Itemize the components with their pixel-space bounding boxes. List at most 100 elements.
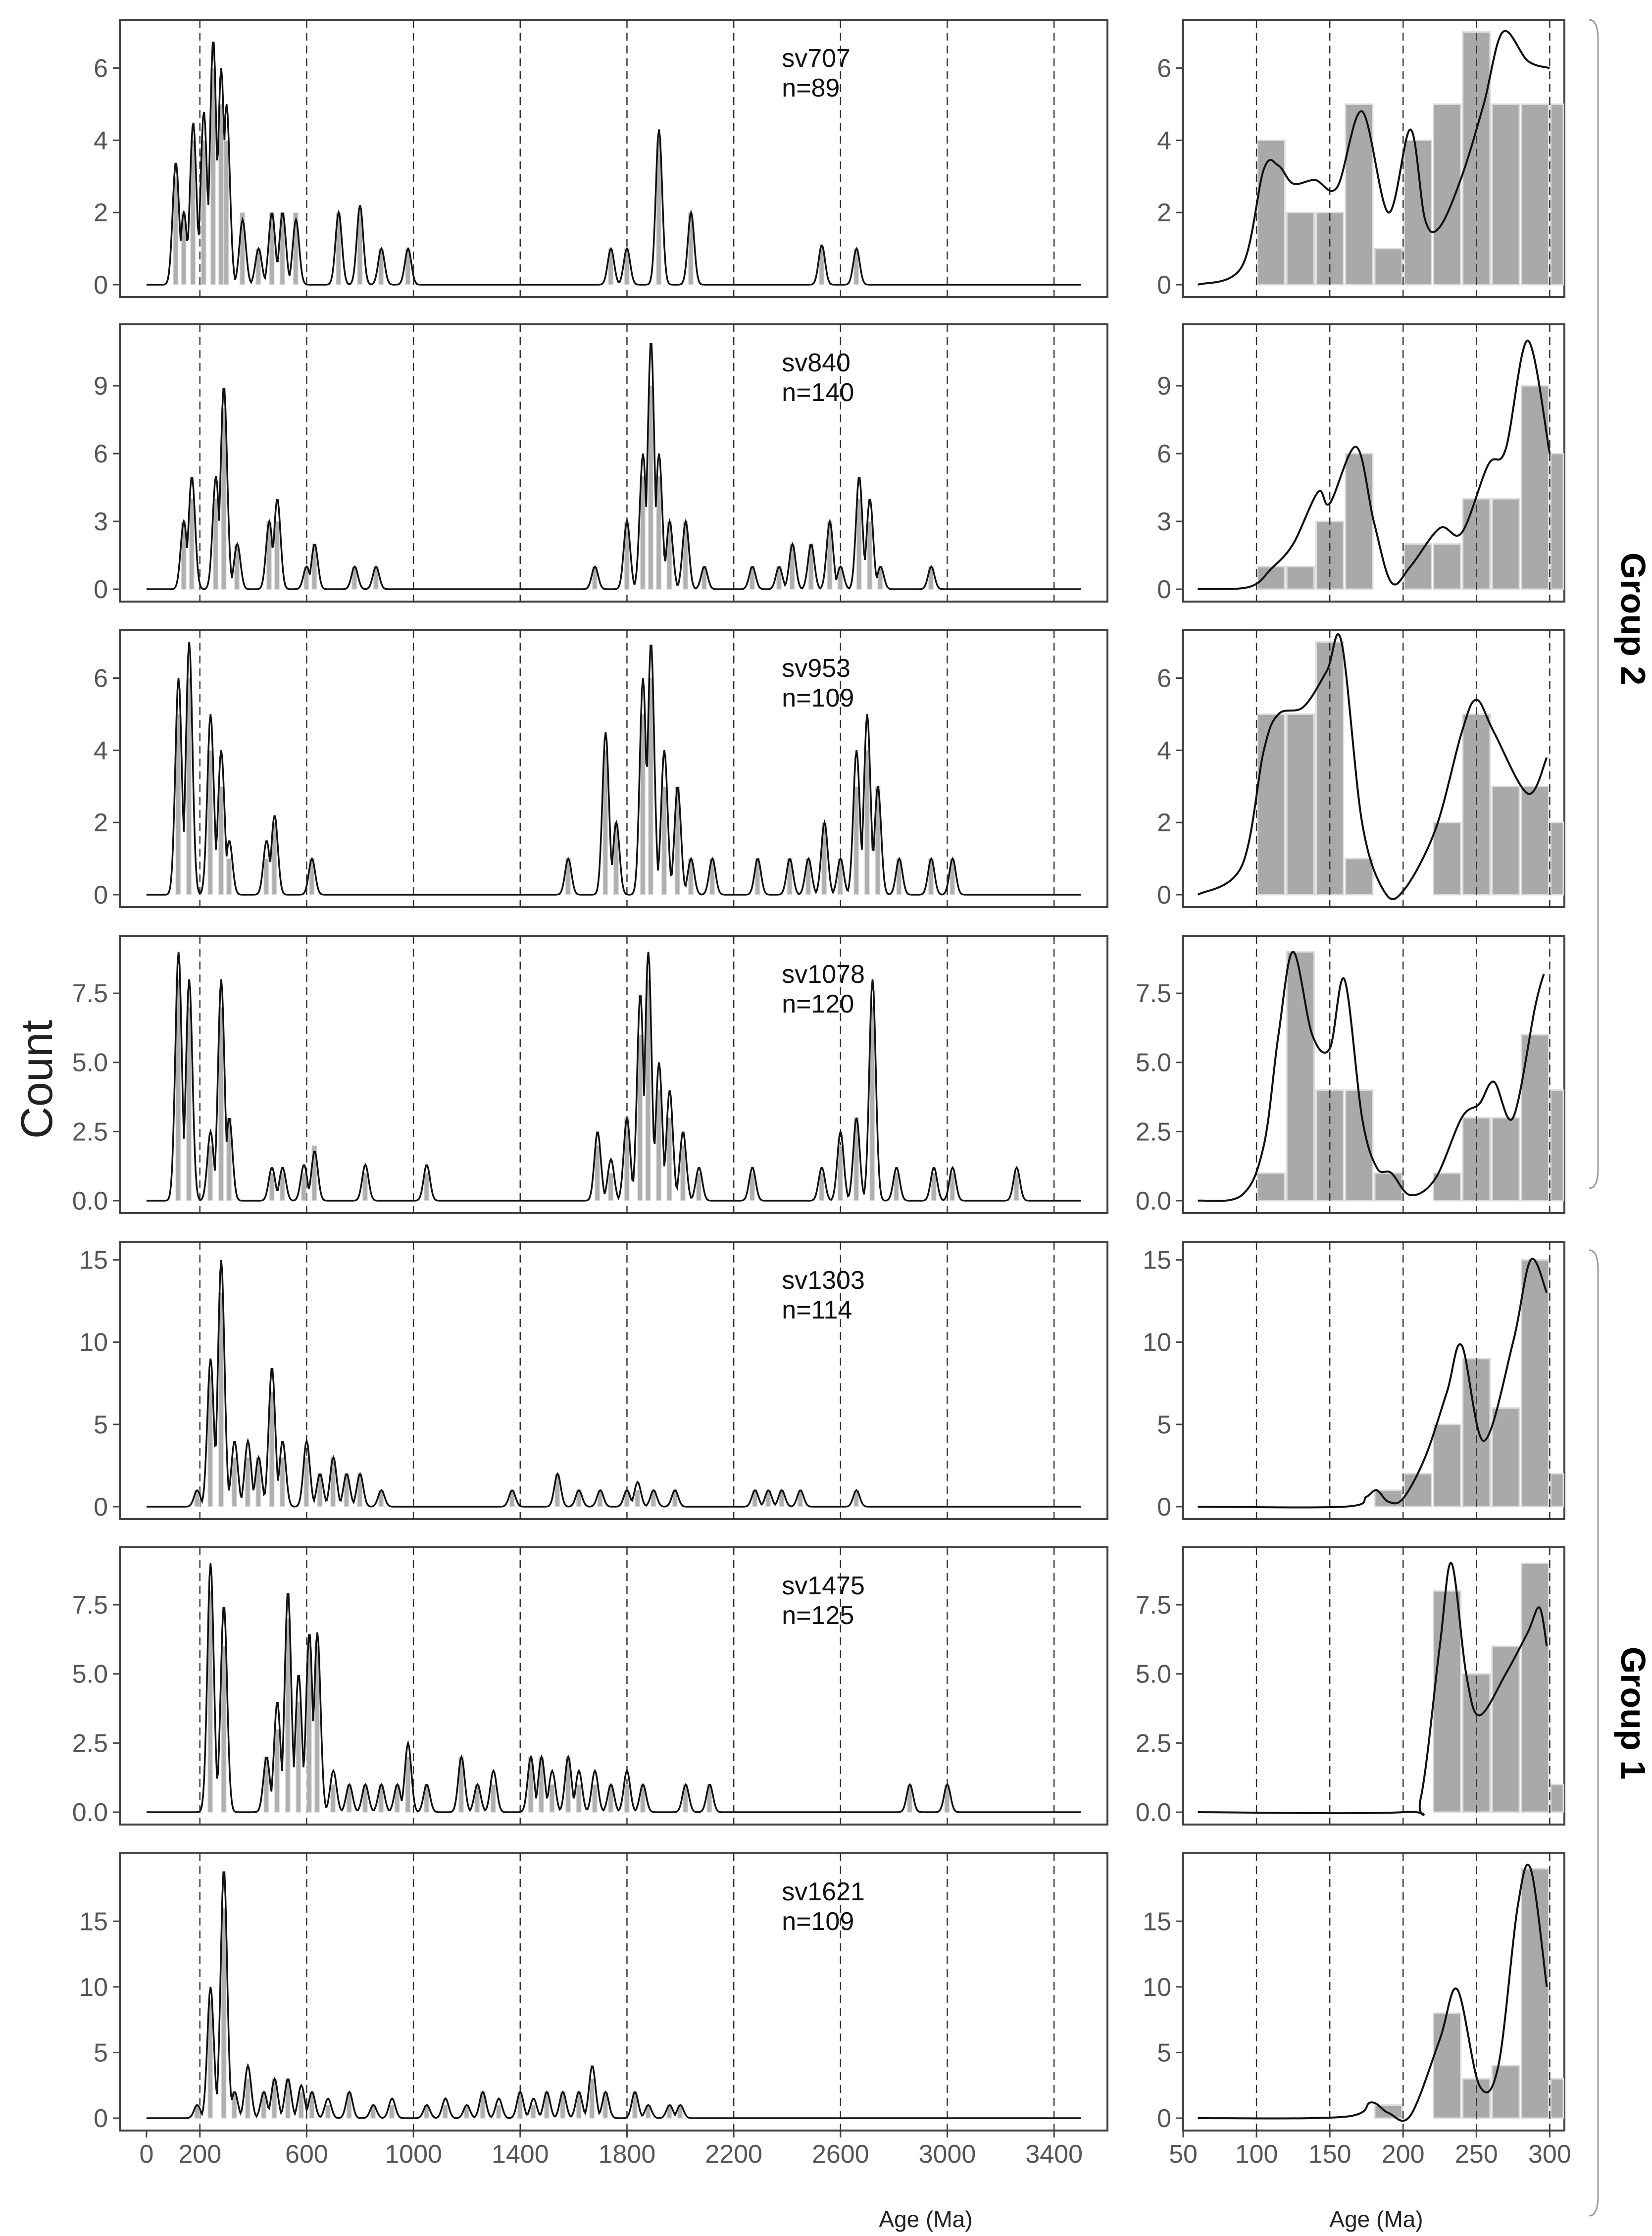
right-panel-sv1078: 0.0 2.5 5.0 7.5 <box>1136 935 1565 1216</box>
left-histogram-bar <box>853 786 859 895</box>
left-histogram-bar <box>818 1172 825 1201</box>
left-histogram-bar <box>298 2091 304 2119</box>
right-histogram-bar <box>1432 2012 1462 2119</box>
sample-name-label: sv953 <box>782 654 851 683</box>
left-histogram-bar <box>231 1457 237 1507</box>
left-histogram-bar <box>837 1145 843 1201</box>
left-x-tick-label: 600 <box>285 2140 328 2169</box>
left-histogram-bar <box>218 103 224 285</box>
left-histogram-bar <box>218 786 224 895</box>
right-x-axis-title: Age (Ma) <box>1329 2206 1423 2232</box>
right-kde-line <box>1197 30 1551 286</box>
sample-count-label: n=109 <box>782 684 854 712</box>
sample-count-label: n=140 <box>782 378 854 407</box>
right-histogram-bar <box>1432 543 1462 590</box>
left-histogram-bar <box>325 2104 331 2119</box>
right-panel-sv707: 0 2 4 6 <box>1157 19 1565 300</box>
right-histogram-bar <box>1550 1473 1564 1508</box>
right-y-tick-label: 2 <box>1157 199 1171 227</box>
left-histogram-bar <box>218 1007 224 1201</box>
left-histogram-bar <box>207 1999 213 2119</box>
right-histogram-bar <box>1491 498 1520 590</box>
right-y-tick-label: 2.5 <box>1136 1729 1171 1758</box>
left-histogram-bar <box>496 2104 501 2119</box>
left-histogram-bar <box>423 1172 430 1201</box>
left-histogram-bar <box>186 1007 192 1201</box>
left-histogram-bar <box>656 140 662 285</box>
left-histogram-bar <box>207 1590 213 1813</box>
left-histogram-bar <box>330 1784 336 1813</box>
left-histogram-bar <box>189 498 195 590</box>
left-histogram-bar <box>190 140 196 285</box>
left-histogram-bar <box>530 2104 536 2119</box>
left-histogram-bar <box>931 1172 937 1201</box>
left-y-tick-label: 7.5 <box>72 1591 108 1620</box>
left-histogram-bar <box>186 677 192 895</box>
left-y-tick-label: 7.5 <box>72 979 108 1008</box>
left-histogram-bar <box>645 979 651 1201</box>
sample-count-label: n=114 <box>782 1296 852 1324</box>
left-y-tick-label: 0 <box>94 2104 108 2133</box>
left-histogram-bar <box>490 1784 497 1813</box>
left-histogram-bar <box>648 385 654 590</box>
left-histogram-bar <box>274 1728 280 1813</box>
left-histogram-bar <box>749 1172 755 1201</box>
left-histogram-bar <box>637 1034 643 1201</box>
right-y-tick-label: 4 <box>1157 126 1171 155</box>
left-y-tick-label: 10 <box>79 1328 108 1357</box>
right-histogram-bar <box>1520 1562 1550 1813</box>
left-histogram-bar <box>175 979 181 1201</box>
right-histogram-bar <box>1491 103 1520 286</box>
right-histogram-bar <box>1550 821 1564 896</box>
sample-count-label: n=125 <box>782 1601 854 1630</box>
left-histogram-bar <box>576 1784 582 1813</box>
left-y-tick-label: 3 <box>94 508 108 536</box>
left-histogram-bar <box>223 140 229 285</box>
left-kde-line <box>146 952 1081 1202</box>
right-histogram-bar <box>1491 1407 1520 1508</box>
right-histogram-bar <box>1345 858 1374 896</box>
left-panel-frame <box>119 1241 1108 1520</box>
right-histogram-bar <box>1403 543 1432 590</box>
group-2-bracket <box>1589 19 1599 1189</box>
left-histogram-bar <box>245 1457 250 1507</box>
left-histogram-bar <box>279 212 286 285</box>
sample-count-label: n=89 <box>782 74 840 102</box>
left-y-tick-label: 0 <box>94 575 108 604</box>
left-histogram-bar <box>357 212 363 285</box>
left-histogram-bar <box>269 212 275 285</box>
right-panels: 0 2 4 6 0 3 6 9 0 2 4 6 0.0 2.5 5.0 7.5 0 5 10 15 0.0 2.5 5.0 7… <box>1136 19 1571 2169</box>
right-y-tick-label: 9 <box>1157 372 1171 401</box>
right-histogram-bar <box>1491 1117 1520 1202</box>
right-y-tick-label: 5 <box>1157 2038 1171 2067</box>
right-kde-line <box>1198 1258 1548 1509</box>
left-histogram-bar <box>226 1117 232 1201</box>
right-histogram-bar <box>1491 785 1520 896</box>
left-panel-frame <box>119 1546 1108 1826</box>
right-histogram-bar <box>1345 453 1374 590</box>
right-y-tick-label: 5.0 <box>1136 1660 1171 1689</box>
right-y-tick-label: 15 <box>1143 1246 1171 1275</box>
left-y-tick-label: 5.0 <box>72 1049 108 1077</box>
left-x-tick-label: 1400 <box>492 2140 549 2169</box>
left-histogram-bar <box>405 1756 411 1813</box>
left-y-tick-label: 15 <box>79 1907 108 1936</box>
group-1-label: Group 1 <box>1614 1647 1652 1779</box>
left-histogram-bar <box>624 1784 630 1813</box>
right-histogram-bar <box>1550 2078 1564 2119</box>
sample-name-label: sv1621 <box>782 1878 865 1906</box>
right-x-axis: 50 100 150 200 250 300 <box>1169 2131 1571 2169</box>
right-x-tick-label: 300 <box>1528 2140 1571 2169</box>
right-panel-sv1475: 0.0 2.5 5.0 7.5 <box>1136 1546 1565 1827</box>
left-histogram-bar <box>1013 1172 1019 1201</box>
left-histogram-bar <box>300 1172 307 1201</box>
left-x-tick-label: 1000 <box>385 2140 442 2169</box>
left-histogram-bar <box>263 858 269 895</box>
right-histogram-bar <box>1315 211 1345 286</box>
left-histogram-bar <box>279 1172 286 1201</box>
left-histogram-bar <box>866 521 873 590</box>
